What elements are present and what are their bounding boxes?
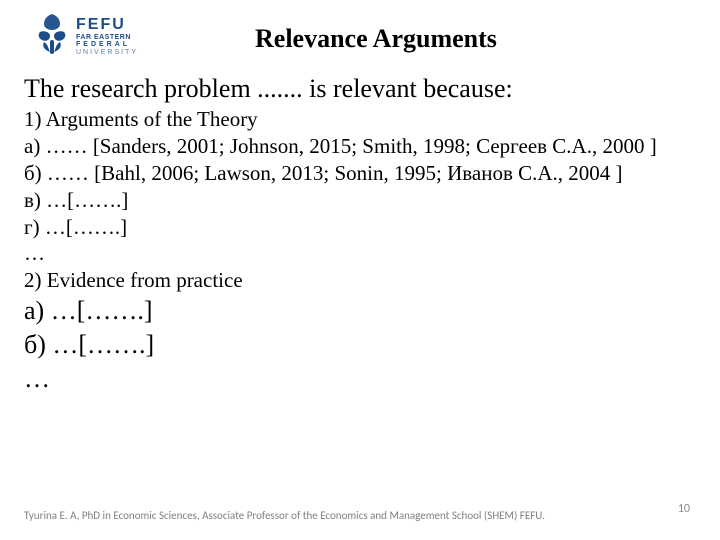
logo-subline-3: UNIVERSITY (76, 49, 138, 56)
body-line: а) …… [Sanders, 2001; Johnson, 2015; Smi… (24, 133, 696, 160)
lead-text: The research problem ....... is relevant… (24, 74, 696, 104)
slide: FEFU FAR EASTERN FEDERAL UNIVERSITY Rele… (0, 0, 720, 540)
body-line: 1) Arguments of the Theory (24, 106, 696, 133)
logo-mark-icon (34, 12, 70, 61)
body-line: а) …[…….] (24, 294, 696, 328)
body-line: в) …[…….] (24, 187, 696, 214)
slide-title: Relevance Arguments (255, 24, 497, 54)
slide-footer: Tyurina E. A, PhD in Economic Sciences, … (24, 509, 545, 522)
logo-subline-2: FEDERAL (76, 41, 138, 48)
body-line: … (24, 240, 696, 267)
logo-acronym: FEFU (76, 17, 138, 34)
logo-subline-1: FAR EASTERN (76, 34, 138, 41)
body-line: … (24, 362, 696, 396)
body-line: б) …[…….] (24, 328, 696, 362)
logo-text: FEFU FAR EASTERN FEDERAL UNIVERSITY (76, 17, 138, 56)
body-line: б) …… [Bahl, 2006; Lawson, 2013; Sonin, … (24, 160, 696, 187)
institution-logo: FEFU FAR EASTERN FEDERAL UNIVERSITY (34, 12, 138, 61)
body-line: 2) Evidence from practice (24, 267, 696, 294)
slide-body: The research problem ....... is relevant… (24, 74, 696, 396)
body-line: г) …[…….] (24, 214, 696, 241)
page-number: 10 (678, 502, 690, 516)
